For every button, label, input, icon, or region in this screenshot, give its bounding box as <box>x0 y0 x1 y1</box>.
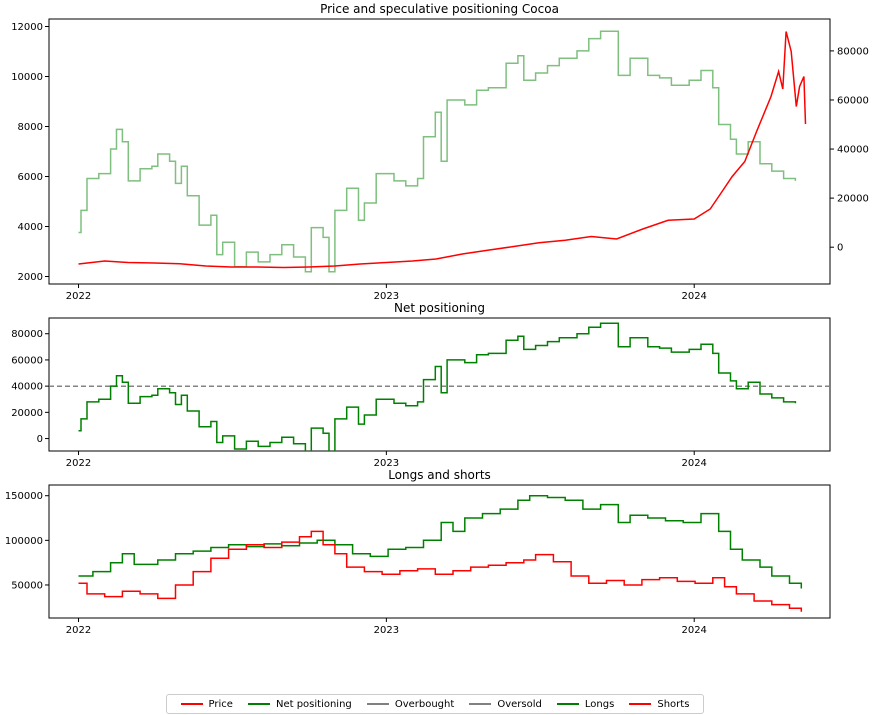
price-positioning-panel: Price and speculative positioning Cocoa … <box>11 2 869 302</box>
net-panel-title: Net positioning <box>394 301 485 315</box>
longs-shorts-panel-frame <box>48 484 831 619</box>
legend-swatch-price <box>180 703 203 705</box>
net-panel-frame <box>48 317 831 452</box>
legend: Price Net positioning Overbought Oversol… <box>166 694 704 714</box>
series-price-line <box>78 31 807 269</box>
x-tick-label: 2024 <box>681 291 706 302</box>
legend-item-overbought: Overbought <box>366 698 455 710</box>
legend-label-oversold: Oversold <box>497 698 542 710</box>
y-tick-label: 100000 <box>5 536 43 547</box>
x-tick-label: 2023 <box>374 625 399 636</box>
price-panel-title: Price and speculative positioning Cocoa <box>320 2 559 16</box>
legend-item-price: Price <box>180 698 233 710</box>
legend-label-net-positioning: Net positioning <box>275 698 352 710</box>
x-tick-label: 2023 <box>374 458 399 469</box>
y-tick-label: 0 <box>37 434 43 445</box>
longs-shorts-panel-axes: 2022 2023 2024 50000 100000 150000 <box>5 491 707 636</box>
y-tick-label: 40000 <box>11 382 43 393</box>
x-tick-label: 2022 <box>66 291 91 302</box>
y-tick-label: 12000 <box>11 22 43 33</box>
legend-swatch-shorts <box>629 703 652 705</box>
y-tick-label: 50000 <box>11 580 43 591</box>
legend-swatch-net-positioning <box>247 703 270 705</box>
y-tick-label: 2000 <box>18 272 43 283</box>
y2-tick-label: 60000 <box>837 95 869 106</box>
legend-label-longs: Longs <box>584 698 615 710</box>
legend-label-shorts: Shorts <box>657 698 690 710</box>
y2-tick-label: 0 <box>837 243 843 254</box>
y-tick-label: 150000 <box>5 491 43 502</box>
series-net-positioning-line <box>78 322 797 451</box>
legend-swatch-overbought <box>366 703 389 705</box>
price-panel-plot <box>78 30 807 273</box>
plot-area <box>78 494 803 612</box>
legend-swatch-oversold <box>469 703 492 705</box>
legend-item-longs: Longs <box>556 698 615 710</box>
y-tick-label: 80000 <box>11 329 43 340</box>
x-tick-label: 2024 <box>681 458 706 469</box>
x-tick-label: 2024 <box>681 625 706 636</box>
legend-swatch-longs <box>556 703 579 705</box>
y-tick-label: 20000 <box>11 408 43 419</box>
net-panel-axes: 2022 2023 2024 0 20000 40000 60000 80000 <box>11 329 707 469</box>
series-shorts-line <box>78 530 803 612</box>
net-panel-plot <box>49 322 830 451</box>
y-tick-label: 60000 <box>11 355 43 366</box>
price-panel-axes: 2022 2023 2024 2000 4000 6000 8000 10000 12000 0 2… <box>11 22 869 302</box>
series-longs-line <box>78 494 803 589</box>
x-tick-label: 2022 <box>66 625 91 636</box>
legend-label-overbought: Overbought <box>394 698 455 710</box>
legend-label-price: Price <box>208 698 233 710</box>
legend-item-oversold: Oversold <box>469 699 542 710</box>
y2-tick-label: 20000 <box>837 194 869 205</box>
plot-area <box>49 322 830 451</box>
y2-tick-label: 40000 <box>837 145 869 156</box>
y-tick-label: 6000 <box>18 172 43 183</box>
y2-tick-label: 80000 <box>837 46 869 57</box>
longs-shorts-panel-title: Longs and shorts <box>388 468 491 482</box>
y-tick-label: 10000 <box>11 72 43 83</box>
y-tick-label: 8000 <box>18 122 43 133</box>
price-panel-frame <box>48 18 831 285</box>
series-longs-line <box>78 30 797 273</box>
legend-item-shorts: Shorts <box>629 699 689 710</box>
x-tick-label: 2022 <box>66 458 91 469</box>
longs-shorts-panel: Longs and shorts 2022 2023 2024 50000 100000… <box>5 468 831 636</box>
x-tick-label: 2023 <box>374 291 399 302</box>
plot-area <box>78 30 807 273</box>
net-positioning-panel: Net positioning 2022 2023 2024 0 20000 40000 6… <box>11 301 831 469</box>
longs-shorts-panel-plot <box>78 494 803 612</box>
y-tick-label: 4000 <box>18 222 43 233</box>
legend-item-net-positioning: Net positioning <box>247 698 352 710</box>
